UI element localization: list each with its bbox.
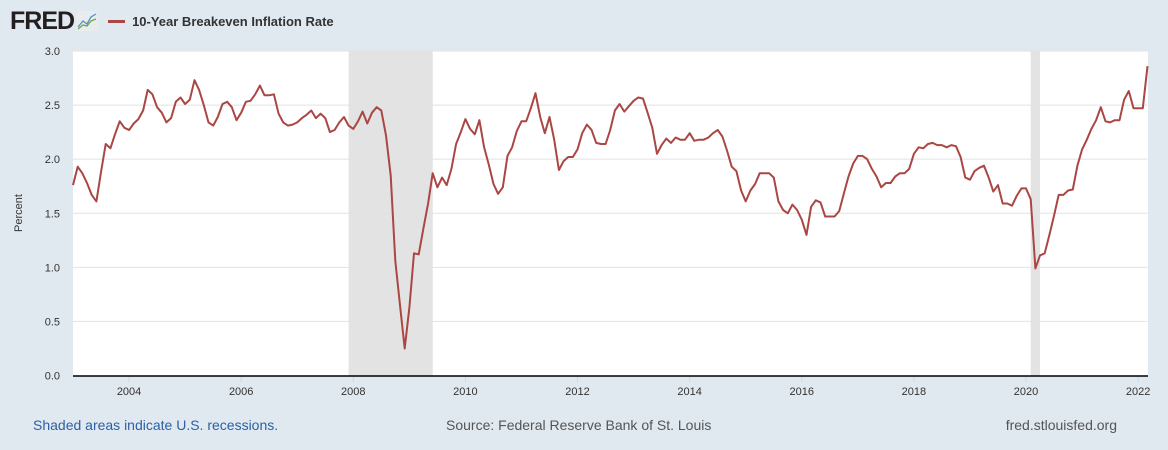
y-axis-label: Percent xyxy=(13,194,25,232)
recession-note: Shaded areas indicate U.S. recessions. xyxy=(33,417,279,433)
y-tick-label: 1.5 xyxy=(45,208,60,220)
source-text: Source: Federal Reserve Bank of St. Loui… xyxy=(446,417,712,433)
y-tick-label: 2.0 xyxy=(45,154,60,166)
x-tick-label: 2006 xyxy=(229,386,253,398)
x-tick-label: 2020 xyxy=(1014,386,1038,398)
x-tick-label: 2016 xyxy=(790,386,814,398)
x-tick-label: 2004 xyxy=(117,386,141,398)
x-axis: 2004 2006 2008 2010 2012 2014 2016 2018 2020 2022 xyxy=(117,376,1150,398)
y-tick-label: 3.0 xyxy=(45,46,60,58)
x-tick-label: 2008 xyxy=(341,386,365,398)
legend: 10-Year Breakeven Inflation Rate xyxy=(108,14,334,29)
x-tick-label: 2012 xyxy=(565,386,589,398)
y-tick-label: 0.5 xyxy=(45,316,60,328)
y-axis: 0.0 0.5 1.0 1.5 2.0 2.5 3.0 xyxy=(45,46,60,383)
x-tick-label: 2014 xyxy=(677,386,701,398)
x-tick-label: 2018 xyxy=(902,386,926,398)
legend-swatch xyxy=(108,19,126,23)
gridlines xyxy=(73,50,1148,322)
site-url[interactable]: fred.stlouisfed.org xyxy=(1005,417,1117,433)
y-tick-label: 0.0 xyxy=(45,371,60,383)
header: FRED 10-Year Breakeven Inflation Rate xyxy=(10,6,334,35)
y-tick-label: 2.5 xyxy=(45,100,60,112)
fred-logo[interactable]: FRED xyxy=(10,6,75,35)
y-tick-label: 1.0 xyxy=(45,262,60,274)
line-chart-icon xyxy=(76,11,99,31)
x-tick-label: 2010 xyxy=(453,386,477,398)
legend-label[interactable]: 10-Year Breakeven Inflation Rate xyxy=(132,13,334,29)
x-tick-label: 2022 xyxy=(1126,386,1150,398)
series-line[interactable] xyxy=(72,65,1149,350)
